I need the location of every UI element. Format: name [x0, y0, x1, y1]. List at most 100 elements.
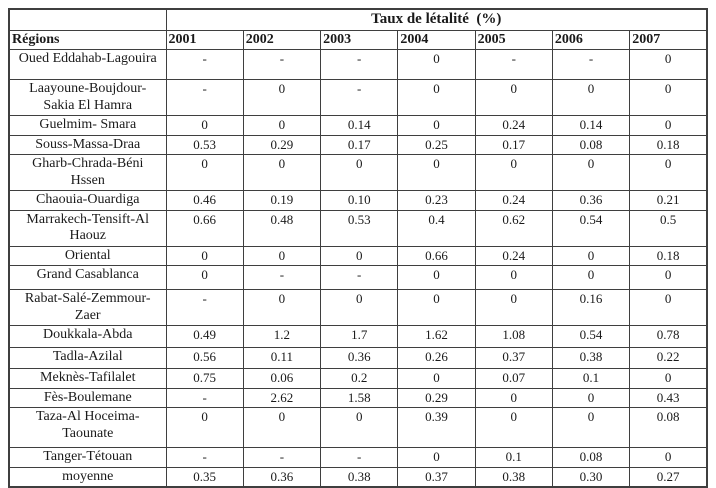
region-cell: Guelmim- Smara	[8, 115, 167, 136]
value-cell: 0.18	[629, 245, 708, 267]
value-cell: 1.62	[397, 325, 476, 349]
table-header-row: Régions 2001 2002 2003 2004 2005 2006 20…	[8, 29, 708, 51]
value-cell: 0	[629, 79, 708, 117]
value-cell: 0.22	[629, 347, 708, 370]
region-cell: Oued Eddahab-Lagouira	[8, 49, 167, 81]
value-cell: 0.78	[629, 325, 708, 349]
value-cell: 0	[242, 289, 322, 327]
table-row: Doukkala-Abda 0.49 1.2 1.7 1.62 1.08 0.54 0.78	[8, 325, 708, 349]
value-cell: 0.16	[551, 289, 631, 327]
lethality-rate-table: Taux de létalité (%) Régions 2001 2002 2…	[8, 8, 708, 488]
value-cell: 0.24	[474, 190, 553, 211]
table-row: Taza-Al Hoceima- Taounate 0 0 0 0.39 0 0 0.08	[8, 407, 708, 449]
value-cell: 0.37	[474, 347, 553, 370]
value-cell: 0.35	[165, 466, 244, 488]
value-cell: 0.1	[474, 447, 553, 468]
value-cell: 0.10	[320, 190, 399, 211]
value-cell: 0.17	[474, 134, 553, 156]
table-title: Taux de létalité (%)	[165, 8, 708, 31]
document-page: Taux de létalité (%) Régions 2001 2002 2…	[8, 8, 708, 488]
region-cell: Souss-Massa-Draa	[8, 134, 167, 156]
value-cell: 0	[165, 115, 244, 136]
value-cell: 0.54	[551, 325, 631, 349]
value-cell: 0.38	[320, 466, 399, 488]
table-row: Oriental 0 0 0 0.66 0.24 0 0.18	[8, 245, 708, 267]
value-cell: 0.43	[629, 387, 708, 409]
column-header-regions: Régions	[8, 29, 167, 51]
table-row: Rabat-Salé-Zemmour- Zaer -0 0 0 0 0.16 0	[8, 289, 708, 327]
region-cell: Doukkala-Abda	[8, 325, 167, 349]
table-title-row: Taux de létalité (%)	[8, 8, 708, 31]
table-row: Gharb-Chrada-Béni Hssen 0 0 0 0 0 0 0	[8, 154, 708, 192]
table-row: moyenne 0.35 0.36 0.38 0.37 0.38 0.30 0.27	[8, 466, 708, 488]
value-cell: 0	[551, 265, 631, 291]
value-cell: 0.46	[165, 190, 244, 211]
value-cell: 0.06	[242, 368, 322, 389]
value-cell: 0	[397, 447, 476, 468]
region-cell: Chaouia-Ouardiga	[8, 190, 167, 211]
value-cell: 1.7	[320, 325, 399, 349]
table-row: Tanger-Tétouan - - -0 0.1 0.08 0	[8, 447, 708, 468]
region-cell: Tanger-Tétouan	[8, 447, 167, 468]
region-cell: Marrakech-Tensift-Al Haouz	[8, 209, 167, 247]
value-cell: 0	[474, 79, 553, 117]
value-cell: -	[320, 265, 399, 291]
value-cell: -	[242, 49, 322, 81]
value-cell: 0.30	[551, 466, 631, 488]
region-cell: Fès-Boulemane	[8, 387, 167, 409]
value-cell: 1.08	[474, 325, 553, 349]
value-cell: 0	[474, 407, 553, 449]
value-cell: 0	[397, 49, 476, 81]
value-cell: 0	[242, 115, 322, 136]
value-cell: -	[242, 447, 322, 468]
column-header-year: 2002	[242, 29, 322, 51]
value-cell: 0.17	[320, 134, 399, 156]
value-cell: 0.75	[165, 368, 244, 389]
column-header-year: 2007	[629, 29, 708, 51]
value-cell: 0.66	[397, 245, 476, 267]
value-cell: 1.2	[242, 325, 322, 349]
value-cell: 0	[165, 407, 244, 449]
value-cell: 0	[242, 407, 322, 449]
region-cell: moyenne	[8, 466, 167, 488]
value-cell: -	[551, 49, 631, 81]
value-cell: -	[320, 447, 399, 468]
value-cell: 0.38	[474, 466, 553, 488]
value-cell: 0.26	[397, 347, 476, 370]
value-cell: 0	[629, 447, 708, 468]
value-cell: -	[320, 79, 399, 117]
value-cell: -	[320, 49, 399, 81]
value-cell: 0.11	[242, 347, 322, 370]
value-cell: 0.19	[242, 190, 322, 211]
table-row: Laayoune-Boujdour- Sakia El Hamra -0-0 0 0 0	[8, 79, 708, 117]
value-cell: -	[165, 387, 244, 409]
value-cell: 0	[551, 387, 631, 409]
value-cell: 0	[397, 79, 476, 117]
column-header-year: 2006	[551, 29, 631, 51]
value-cell: 0	[320, 154, 399, 192]
column-header-year: 2004	[397, 29, 476, 51]
value-cell: 0	[474, 154, 553, 192]
value-cell: 0	[397, 368, 476, 389]
column-header-year: 2003	[320, 29, 399, 51]
value-cell: -	[165, 447, 244, 468]
value-cell: 0.5	[629, 209, 708, 247]
value-cell: -	[474, 49, 553, 81]
column-header-year: 2005	[474, 29, 553, 51]
value-cell: 0	[551, 407, 631, 449]
value-cell: 0.48	[242, 209, 322, 247]
corner-empty-cell	[8, 8, 167, 31]
table-row: Tadla-Azilal 0.56 0.11 0.36 0.26 0.37 0.38 0.22	[8, 347, 708, 370]
value-cell: 0.38	[551, 347, 631, 370]
value-cell: 0	[165, 245, 244, 267]
region-cell: Gharb-Chrada-Béni Hssen	[8, 154, 167, 192]
value-cell: 0	[397, 289, 476, 327]
value-cell: 0	[551, 245, 631, 267]
region-cell: Tadla-Azilal	[8, 347, 167, 370]
value-cell: 0.07	[474, 368, 553, 389]
value-cell: 0.36	[551, 190, 631, 211]
value-cell: 0.18	[629, 134, 708, 156]
value-cell: 0.36	[320, 347, 399, 370]
value-cell: -	[165, 79, 244, 117]
value-cell: -	[165, 49, 244, 81]
